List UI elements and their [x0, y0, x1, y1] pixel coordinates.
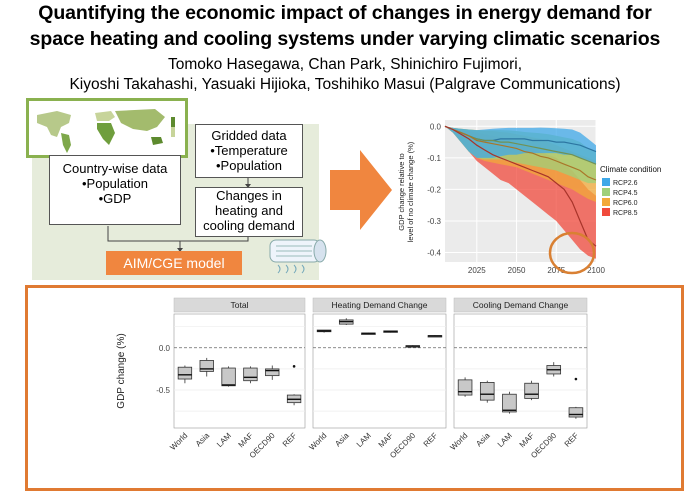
page-title-line-1: Quantifying the economic impact of chang… — [38, 2, 652, 24]
box-panel-background — [173, 313, 306, 429]
box-body — [265, 368, 280, 377]
legend-label-RCP85: RCP8.5 — [613, 210, 638, 217]
box-category-label: MAF — [377, 431, 395, 449]
area-band-RCP26 — [445, 126, 596, 165]
changes-line-3: cooling demand — [203, 218, 295, 233]
box-category-label: LAM — [496, 431, 514, 449]
legend-title: Climate condition — [600, 165, 661, 174]
box-category-label: REF — [281, 431, 299, 449]
connector-arrowhead — [177, 248, 183, 252]
aim-cge-model-label: AIM/CGE model — [106, 251, 242, 275]
box-panel-background — [453, 313, 588, 429]
box-panel-title: Cooling Demand Change — [473, 300, 569, 310]
box-category-label: MAF — [518, 431, 536, 449]
area-y-tick-label: 0.0 — [430, 122, 442, 131]
box-outlier — [292, 365, 296, 368]
box-category-label: Asia — [194, 431, 212, 449]
area-y-axis-label-2: level of no climate change (%) — [406, 141, 415, 242]
gdp-change-area-chart: 0.0 -0.1 -0.2 -0.3 -0.4 2025 2050 2075 2100 GDP c… — [397, 120, 661, 275]
legend-swatch-RCP26 — [602, 178, 610, 186]
box-category-label: MAF — [237, 431, 255, 449]
box-category-label: World — [448, 431, 469, 452]
area-line-RCP85 — [444, 125, 597, 247]
box-body — [568, 407, 584, 418]
world-map-thumbnail — [26, 98, 188, 158]
authors-line-1: Tomoko Hasegawa, Chan Park, Shinichiro F… — [167, 56, 523, 73]
legend-swatch-RCP45 — [602, 188, 610, 196]
box-y-tick-label: 0.0 — [159, 344, 171, 353]
box-panel-title: Heating Demand Change — [332, 300, 428, 310]
box-y-tick-label: -0.5 — [156, 386, 170, 395]
country-population-label: •Population — [82, 176, 148, 191]
gridded-temperature-label: •Temperature — [210, 143, 288, 158]
connector-arrowhead-2 — [245, 184, 251, 188]
country-gdp-label: •GDP — [98, 191, 132, 206]
changes-line-2: heating and — [215, 203, 283, 218]
legend-label-RCP45: RCP4.5 — [613, 190, 638, 197]
box-panel-strip — [312, 297, 447, 313]
big-right-arrow-icon — [330, 150, 392, 230]
area-y-tick-label: -0.3 — [427, 217, 441, 226]
gridded-population-label: •Population — [216, 158, 282, 173]
country-data-node: Country-wise data •Population •GDP — [49, 155, 181, 225]
highlight-circle — [548, 231, 596, 275]
box-body — [524, 382, 539, 399]
box-body — [502, 393, 517, 413]
world-map-icon — [37, 109, 175, 153]
connector-country-to-model — [107, 226, 181, 250]
box-category-label: LAM — [215, 431, 233, 449]
box-panel-title: Total — [231, 300, 249, 310]
area-x-tick-label: 2100 — [587, 266, 605, 275]
legend-label-RCP26: RCP2.6 — [613, 180, 638, 187]
area-x-tick-label: 2050 — [508, 266, 526, 275]
box-body — [479, 382, 495, 401]
demand-changes-node: Changes in heating and cooling demand — [195, 187, 303, 237]
box-body — [243, 367, 258, 382]
box-category-label: Asia — [474, 431, 492, 449]
area-x-tick-label: 2075 — [547, 266, 565, 275]
gridded-data-label: Gridded data — [211, 128, 287, 143]
area-y-axis-label-1: GDP change relative to — [397, 153, 406, 230]
box-category-label: REF — [563, 431, 581, 449]
boxplot-frame — [25, 285, 684, 491]
box-y-axis-label: GDP change (%) — [116, 333, 127, 408]
page-title-line-2: space heating and cooling systems under … — [29, 28, 661, 50]
area-y-tick-label: -0.2 — [427, 185, 441, 194]
box-panel-strip — [173, 297, 306, 313]
box-category-label: Asia — [333, 431, 351, 449]
legend-swatch-RCP85 — [602, 208, 610, 216]
changes-line-1: Changes in — [216, 188, 282, 203]
box-category-label: LAM — [355, 431, 373, 449]
box-body — [457, 379, 473, 396]
country-data-label: Country-wise data — [62, 161, 168, 176]
area-x-tick-label: 2025 — [468, 266, 486, 275]
area-y-tick-label: -0.1 — [427, 154, 441, 163]
gridded-data-node: Gridded data •Temperature •Population — [195, 124, 303, 178]
authors-line-2: Kiyoshi Takahashi, Yasuaki Hijioka, Tosh… — [69, 76, 621, 93]
box-outlier — [574, 377, 578, 381]
box-body — [221, 367, 236, 387]
area-y-tick-label: -0.4 — [427, 249, 441, 258]
area-line-RCP60 — [444, 125, 597, 181]
legend-swatch-RCP60 — [602, 198, 610, 206]
legend-label-RCP60: RCP6.0 — [613, 200, 638, 207]
box-body — [199, 360, 214, 372]
box-category-label: World — [168, 431, 189, 452]
box-panel-background — [312, 313, 447, 429]
box-panel-strip — [453, 297, 588, 313]
box-category-label: REF — [422, 431, 440, 449]
box-category-label: World — [307, 431, 328, 452]
box-body — [177, 366, 193, 380]
air-conditioner-icon — [269, 239, 327, 274]
